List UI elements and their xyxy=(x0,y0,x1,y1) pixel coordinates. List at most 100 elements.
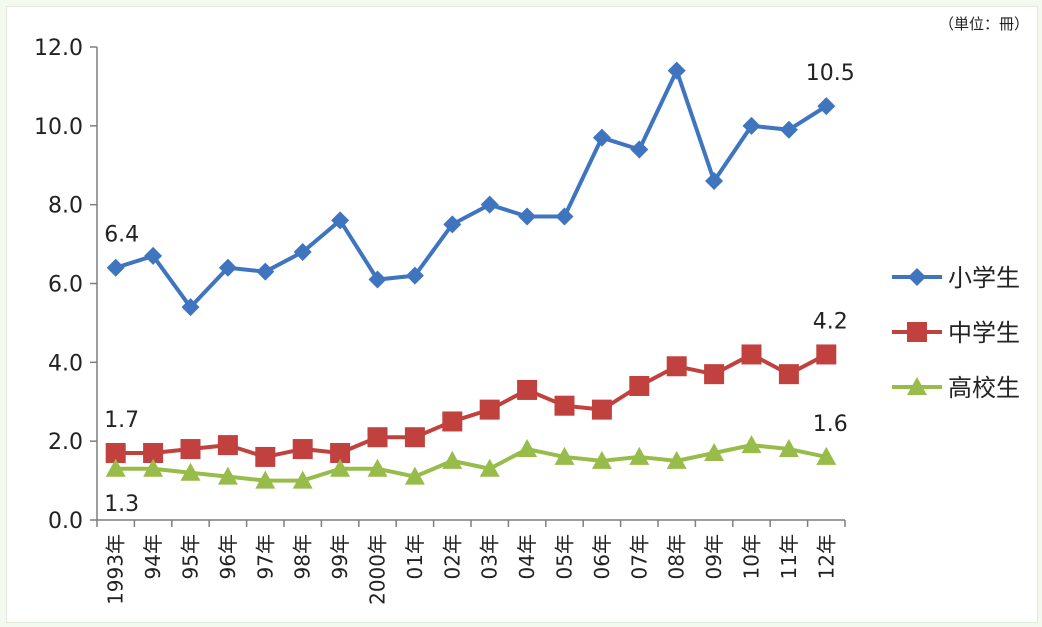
data-point-diamond xyxy=(908,268,926,286)
x-tick-label: 07年 xyxy=(627,534,651,579)
data-point-triangle xyxy=(479,458,500,477)
data-point-diamond xyxy=(592,128,611,147)
data-point-triangle xyxy=(217,466,238,485)
x-tick-label: 96年 xyxy=(216,534,240,579)
data-point-diamond xyxy=(293,242,312,261)
x-tick-label: 94年 xyxy=(141,534,165,579)
x-tick-label: 09年 xyxy=(702,534,726,579)
x-tick-label: 1993年 xyxy=(104,534,128,605)
data-point-square xyxy=(105,442,126,463)
legend-label: 高校生 xyxy=(948,374,1020,402)
data-point-triangle xyxy=(666,450,687,469)
data-point-triangle xyxy=(517,439,538,458)
data-point-diamond xyxy=(742,116,761,135)
data-label: 6.4 xyxy=(104,223,139,248)
data-point-diamond xyxy=(368,270,387,289)
data-point-triangle xyxy=(741,435,762,454)
data-point-triangle xyxy=(255,470,276,489)
data-point-square xyxy=(143,442,164,463)
data-point-diamond xyxy=(518,207,537,226)
data-point-triangle xyxy=(442,450,463,469)
data-point-triangle xyxy=(704,442,725,461)
data-point-triangle xyxy=(404,466,425,485)
data-point-square xyxy=(816,344,837,365)
data-point-triangle xyxy=(907,377,927,395)
data-point-triangle xyxy=(143,458,164,477)
data-point-triangle xyxy=(330,458,351,477)
data-point-square xyxy=(554,395,575,416)
data-point-square xyxy=(292,439,313,460)
line-chart: （単位：冊） 0.0 2.0 4.0 6.0 8.0 10.0 12.0 1993年 94年 95… xyxy=(34,15,1029,605)
data-label: 1.6 xyxy=(813,412,848,437)
legend-label: 中学生 xyxy=(948,319,1020,347)
x-tick-label: 2000年 xyxy=(366,534,390,605)
chart-frame: （単位：冊） 0.0 2.0 4.0 6.0 8.0 10.0 12.0 1993年 94年 95… xyxy=(6,6,1038,623)
data-point-diamond xyxy=(817,97,836,116)
x-tick-label: 99年 xyxy=(328,534,352,579)
series-2 xyxy=(105,344,837,467)
data-point-diamond xyxy=(779,120,798,139)
data-point-diamond xyxy=(630,140,649,159)
x-tick-label: 12年 xyxy=(814,534,838,579)
x-tick-label: 10年 xyxy=(740,534,764,579)
data-point-square xyxy=(255,446,276,467)
y-tick-label: 8.0 xyxy=(48,194,83,219)
y-tick-label: 2.0 xyxy=(48,430,83,455)
data-point-diamond xyxy=(443,215,462,234)
data-point-square xyxy=(704,364,725,385)
series-layer xyxy=(105,61,837,489)
data-point-square xyxy=(666,356,687,377)
data-point-triangle xyxy=(554,446,575,465)
data-point-triangle xyxy=(816,446,837,465)
data-point-diamond xyxy=(331,211,350,230)
y-tick-label: 12.0 xyxy=(34,36,83,61)
data-point-square xyxy=(629,375,650,396)
data-label: 10.5 xyxy=(806,61,855,86)
data-point-triangle xyxy=(778,439,799,458)
data-point-square xyxy=(404,427,425,448)
data-label: 4.2 xyxy=(813,309,848,334)
x-tick-label: 97年 xyxy=(253,534,277,579)
data-point-square xyxy=(180,439,201,460)
data-point-diamond xyxy=(667,61,686,80)
data-point-diamond xyxy=(256,262,275,281)
x-tick-label: 11年 xyxy=(777,534,801,579)
data-labels: 6.4 10.5 1.7 4.2 1.3 1.6 xyxy=(104,61,855,517)
x-tick-label: 04年 xyxy=(515,534,539,579)
series-line xyxy=(115,68,828,310)
legend-item-2: 中学生 xyxy=(892,319,1020,347)
x-tick-label: 98年 xyxy=(291,534,315,579)
data-point-diamond xyxy=(405,266,424,285)
data-point-square xyxy=(741,344,762,365)
unit-note: （単位：冊） xyxy=(939,15,1029,33)
data-point-diamond xyxy=(705,172,724,191)
data-point-square xyxy=(330,442,351,463)
data-point-square xyxy=(591,399,612,420)
data-point-diamond xyxy=(144,246,163,265)
data-point-diamond xyxy=(555,207,574,226)
axes: 0.0 2.0 4.0 6.0 8.0 10.0 12.0 1993年 94年 95年 96年 97年… xyxy=(34,36,846,605)
x-tick-label: 95年 xyxy=(179,534,203,579)
y-tick-label: 6.0 xyxy=(48,273,83,298)
y-tick-label: 4.0 xyxy=(48,351,83,376)
data-point-triangle xyxy=(105,458,126,477)
data-point-triangle xyxy=(292,470,313,489)
y-tick-label: 10.0 xyxy=(34,115,83,140)
x-tick-label: 08年 xyxy=(665,534,689,579)
data-point-triangle xyxy=(629,446,650,465)
legend-label: 小学生 xyxy=(948,264,1020,292)
x-tick-label: 06年 xyxy=(590,534,614,579)
series-1 xyxy=(106,61,836,317)
data-point-square xyxy=(367,427,388,448)
data-point-square xyxy=(778,364,799,385)
data-point-square xyxy=(907,322,927,342)
legend-item-1: 小学生 xyxy=(892,264,1020,292)
x-tick-label: 01年 xyxy=(403,534,427,579)
data-label: 1.7 xyxy=(104,408,139,433)
data-point-diamond xyxy=(106,258,125,277)
data-point-triangle xyxy=(180,462,201,481)
data-point-square xyxy=(442,411,463,432)
data-point-diamond xyxy=(181,298,200,317)
data-point-diamond xyxy=(480,195,499,214)
